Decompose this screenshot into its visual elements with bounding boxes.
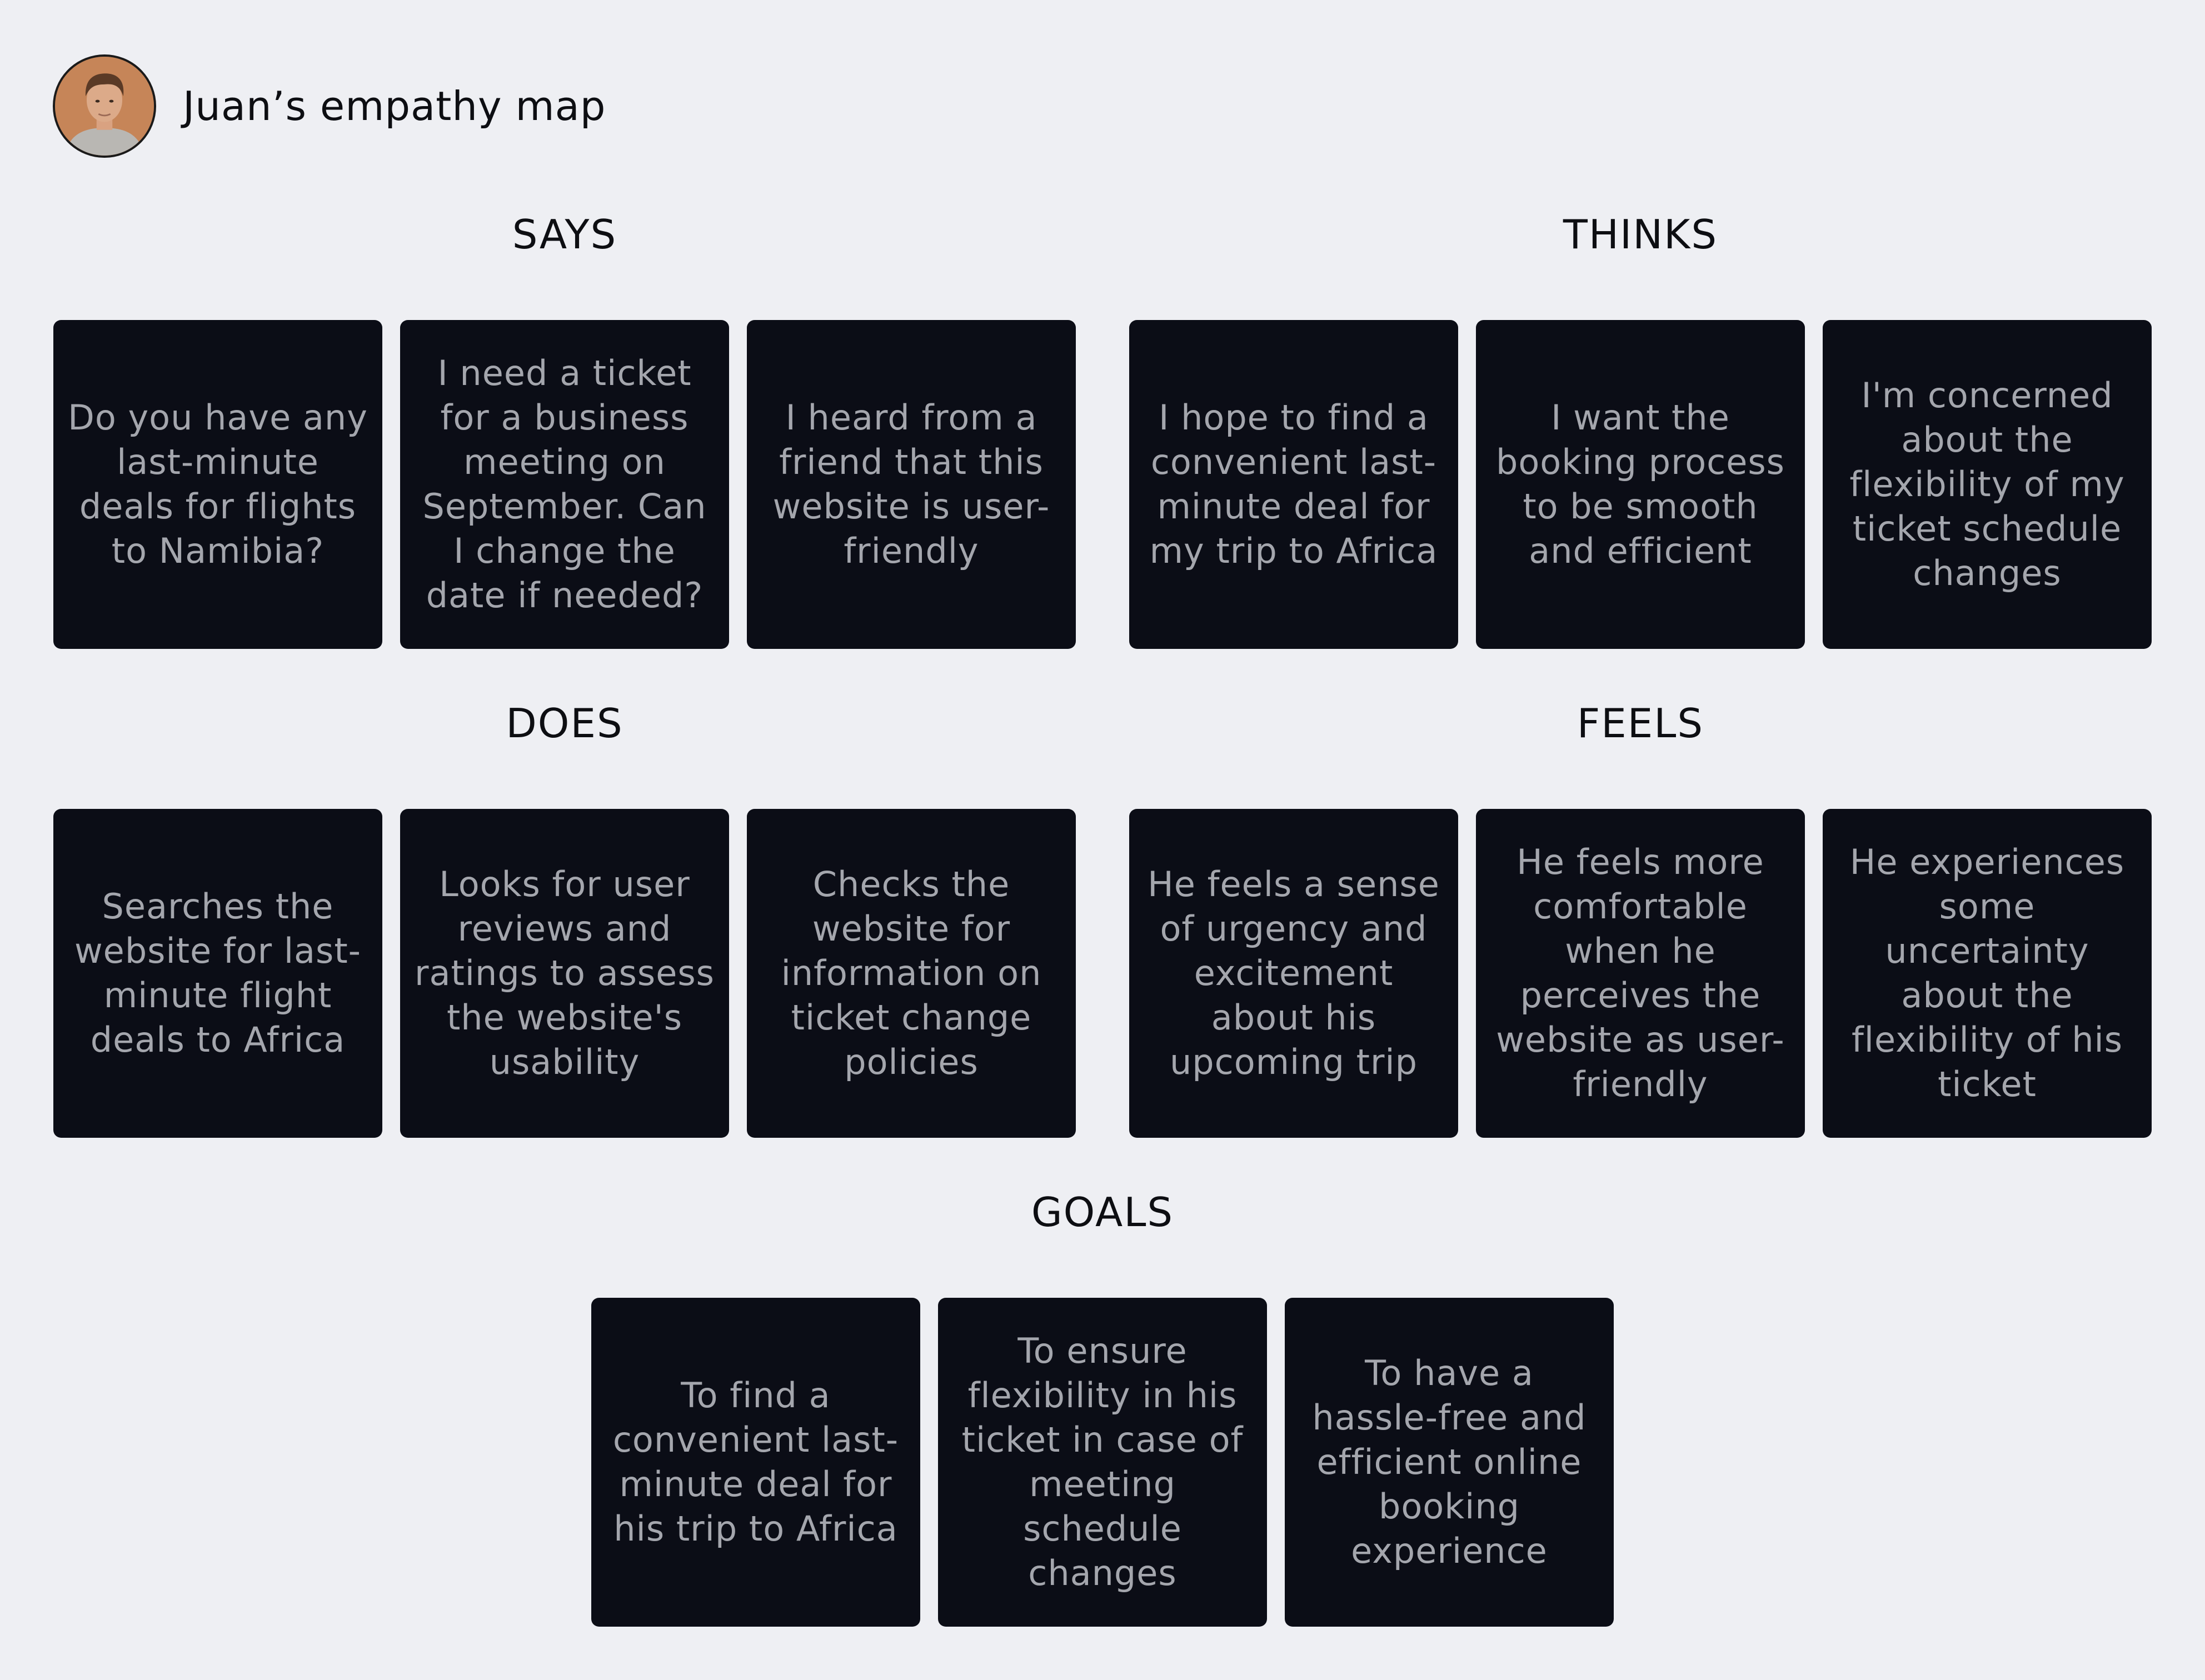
does-card: Checks the website for information on ti… xyxy=(747,809,1076,1138)
thinks-heading: THINKS xyxy=(1563,211,1718,258)
feels-card: He feels a sense of urgency and exciteme… xyxy=(1129,809,1458,1138)
goals-card: To find a convenient last-minute deal fo… xyxy=(591,1298,920,1627)
page-title: Juan’s empathy map xyxy=(183,83,606,129)
says-heading: SAYS xyxy=(512,211,617,258)
says-card: Do you have any last-minute deals for fl… xyxy=(53,320,382,649)
thinks-card: I hope to find a convenient last-minute … xyxy=(1129,320,1458,649)
goals-heading: GOALS xyxy=(1031,1189,1174,1236)
does-card: Searches the website for last-minute fli… xyxy=(53,809,382,1138)
feels-card: He experiences some uncertainty about th… xyxy=(1823,809,2152,1138)
map-header: Juan’s empathy map xyxy=(53,53,606,159)
does-card: Looks for user reviews and ratings to as… xyxy=(400,809,729,1138)
person-portrait-icon xyxy=(53,54,156,158)
goals-card: To have a hassle-free and efficient onli… xyxy=(1285,1298,1614,1627)
does-heading: DOES xyxy=(506,700,623,747)
thinks-card: I want the booking process to be smooth … xyxy=(1476,320,1805,649)
thinks-card: I'm concerned about the flexibility of m… xyxy=(1823,320,2152,649)
feels-card: He feels more comfortable when he percei… xyxy=(1476,809,1805,1138)
says-card: I heard from a friend that this website … xyxy=(747,320,1076,649)
goals-card: To ensure flexibility in his ticket in c… xyxy=(938,1298,1267,1627)
feels-heading: FEELS xyxy=(1577,700,1704,747)
says-card: I need a ticket for a business meeting o… xyxy=(400,320,729,649)
